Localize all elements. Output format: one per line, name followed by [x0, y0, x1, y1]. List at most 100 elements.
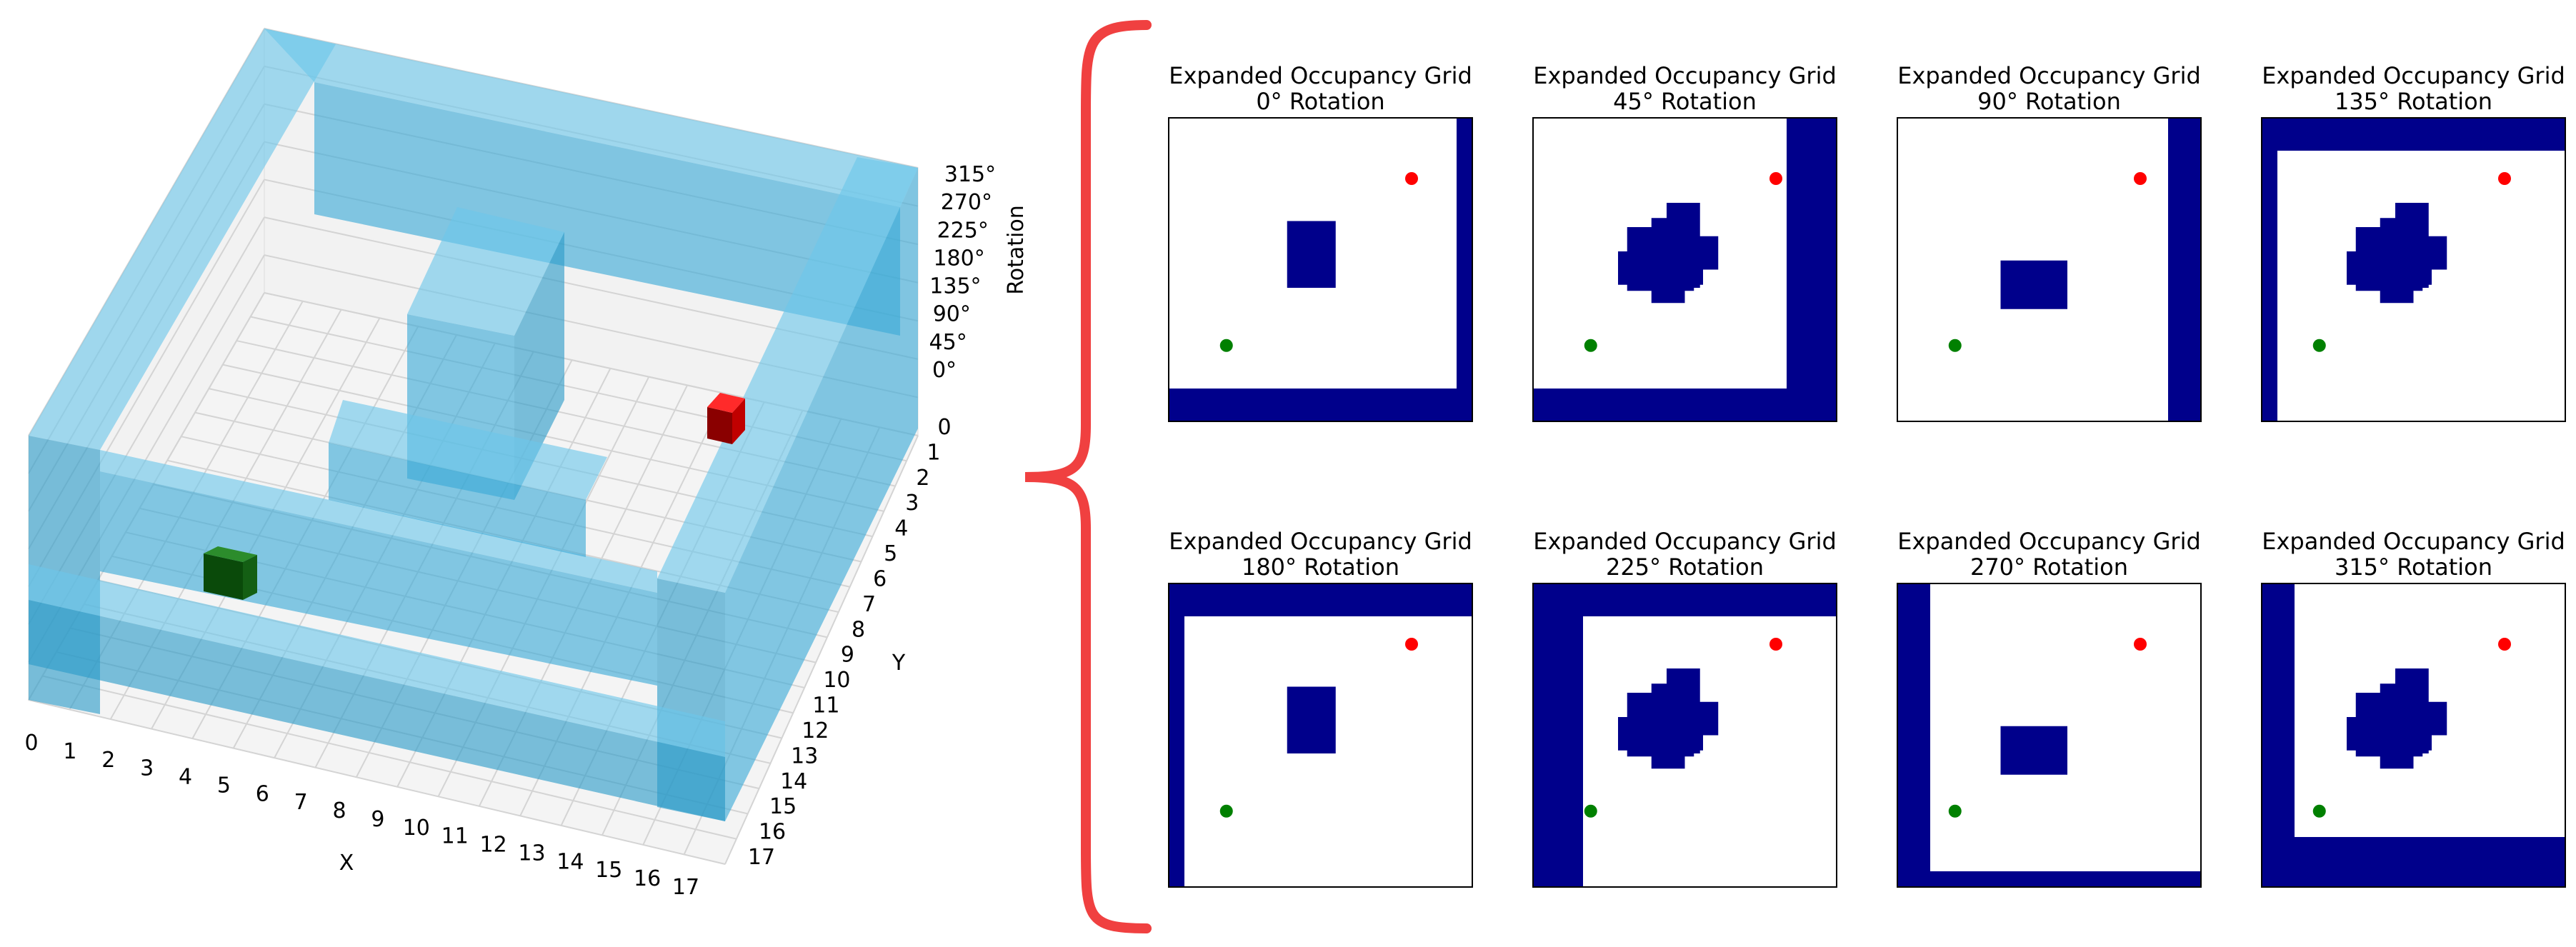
z-tick-label: 0° [932, 358, 957, 383]
z-axis-ticks: 0° 45° 90° 135° 180° 225° 270° 315° [929, 162, 997, 383]
central-block-lower-face [329, 443, 586, 557]
x-tick-label: 13 [518, 841, 545, 866]
x-tick-label: 17 [672, 875, 699, 900]
panel-title: Expanded Occupancy Grid [1533, 528, 1837, 555]
goal-point [2134, 638, 2147, 651]
goal-point [2498, 172, 2511, 185]
wall-left-top [29, 29, 336, 450]
panel-frame [2261, 117, 2566, 422]
panel-title: Expanded Occupancy Grid [1169, 528, 1472, 555]
free-space [1583, 616, 1837, 887]
goal-point [1405, 638, 1418, 651]
start-point [1584, 804, 1597, 818]
x-tick-label: 12 [479, 833, 506, 858]
panel-title: Expanded Occupancy Grid [2262, 62, 2565, 89]
x-tick-label: 15 [595, 858, 622, 883]
y-tick-label: 7 [862, 592, 876, 617]
start-point [1219, 339, 1233, 352]
y-tick-label: 1 [927, 440, 940, 465]
x-tick-label: 2 [101, 748, 115, 773]
y-tick-label: 16 [759, 820, 786, 845]
panel-frame [1897, 117, 2202, 422]
panel-title: Expanded Occupancy Grid [1897, 528, 2201, 555]
y-tick-label: 17 [748, 845, 775, 870]
y-tick-label: 4 [894, 516, 908, 541]
panel-subtitle: 180° Rotation [1242, 553, 1399, 581]
central-obstacle [1287, 221, 1336, 288]
x-tick-label: 3 [140, 756, 154, 781]
wall-front-top [29, 564, 725, 757]
z-tick-label: 135° [929, 274, 981, 299]
floor-grid-line [28, 699, 726, 865]
y-tick-label: 11 [812, 693, 839, 718]
floor-grid-line [42, 675, 737, 840]
y-tick-label: 9 [841, 643, 854, 668]
panel-subtitle: 90° Rotation [1977, 88, 2121, 115]
y-tick-label: 10 [823, 668, 850, 693]
panel-title: Expanded Occupancy Grid [2262, 528, 2565, 555]
x-tick-label: 1 [63, 739, 76, 764]
central-block-top [407, 207, 564, 336]
y-tick-label: 6 [873, 566, 887, 591]
panel-frame [1897, 583, 2202, 888]
start-point [1219, 804, 1233, 818]
floor-grid-line [724, 435, 919, 865]
x-tick-label: 0 [24, 731, 38, 756]
central-obstacle [1627, 693, 1694, 757]
central-obstacle [2355, 693, 2423, 757]
x-axis-label: X [339, 851, 354, 876]
panel-frame [1532, 583, 1837, 888]
y-tick-label: 14 [780, 769, 807, 794]
voxel-plot: 0 1 2 3 4 5 6 7 8 9 10 11 12 13 14 15 16 17 0123456789101… [24, 27, 1029, 900]
start-point [1948, 339, 1962, 352]
panel-subtitle: 270° Rotation [1970, 553, 2128, 581]
wall-right-top [657, 157, 918, 593]
central-obstacle [1627, 227, 1694, 291]
y-tick-label: 0 [937, 415, 951, 440]
x-tick-label: 16 [634, 866, 661, 891]
start-voxel [204, 546, 257, 600]
x-tick-label: 6 [256, 781, 269, 806]
central-obstacle [2355, 227, 2423, 291]
obstacle-voxels [29, 29, 918, 821]
start-point [1584, 339, 1597, 352]
start-point [2312, 804, 2326, 818]
z-tick-label: 180° [933, 246, 984, 271]
goal-voxel [707, 393, 745, 444]
x-tick-label: 9 [371, 807, 384, 832]
central-obstacle [1287, 686, 1336, 753]
x-tick-label: 7 [294, 790, 308, 815]
panel-title: Expanded Occupancy Grid [1533, 62, 1837, 89]
goal-point [1769, 638, 1782, 651]
central-block-lower [329, 400, 607, 500]
start-point [2312, 339, 2326, 352]
y-tick-label: 5 [884, 541, 897, 566]
panel-frame [2261, 583, 2566, 888]
panel-frame [1168, 117, 1473, 422]
x-tick-label: 14 [556, 849, 584, 874]
y-tick-label: 13 [791, 743, 818, 768]
z-tick-label: 45° [929, 330, 967, 355]
panel-title: Expanded Occupancy Grid [1897, 62, 2201, 89]
central-block-side [514, 232, 564, 500]
panel-subtitle: 0° Rotation [1256, 88, 1384, 115]
z-tick-label: 270° [941, 190, 992, 215]
x-tick-label: 11 [441, 824, 469, 849]
wall-back-top [264, 29, 918, 207]
z-tick-label: 225° [937, 218, 989, 243]
z-tick-label: 90° [933, 302, 971, 327]
y-tick-label: 12 [802, 718, 829, 743]
wall-back-face [314, 82, 900, 336]
wall-right-side [725, 168, 918, 821]
wall-inner-top [100, 450, 657, 593]
y-tick-label: 3 [905, 491, 919, 516]
